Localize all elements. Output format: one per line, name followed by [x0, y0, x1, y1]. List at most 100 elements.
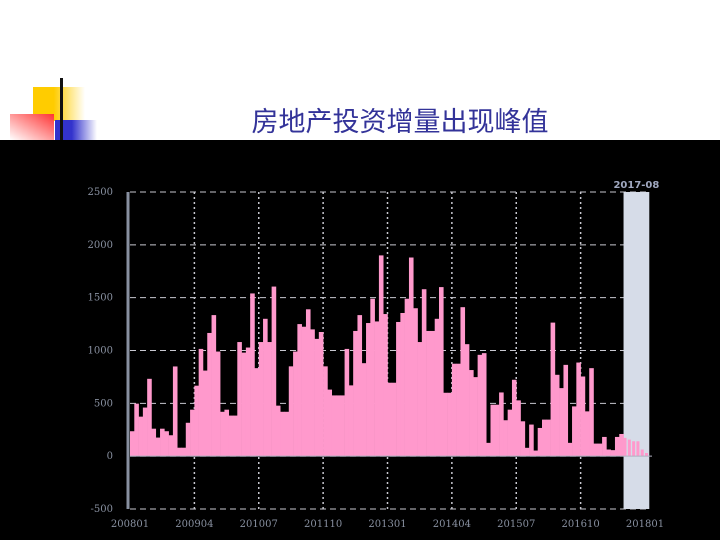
bar — [391, 382, 397, 457]
bar — [584, 411, 590, 457]
bar — [546, 419, 551, 457]
bar — [134, 403, 139, 457]
bar — [258, 342, 264, 457]
bar — [623, 437, 627, 457]
bar — [263, 318, 268, 457]
bar — [464, 344, 470, 457]
bar — [151, 428, 157, 457]
bar — [417, 342, 423, 457]
bar — [366, 323, 371, 457]
bar — [202, 370, 208, 457]
bar — [610, 450, 616, 457]
bar — [481, 353, 487, 457]
bar — [421, 289, 427, 457]
bar — [181, 447, 187, 457]
bar — [387, 382, 393, 457]
bar — [490, 404, 496, 457]
bar — [353, 330, 358, 457]
y-tick-label: 2500 — [88, 187, 113, 198]
bar — [413, 308, 418, 457]
bar — [361, 363, 367, 457]
decor-red-square — [10, 114, 54, 140]
bar — [597, 443, 603, 457]
y-tick-label: 0 — [107, 451, 113, 462]
bar — [524, 447, 530, 457]
bar — [451, 363, 457, 457]
bar — [447, 392, 453, 457]
bar — [443, 392, 448, 457]
bar — [567, 442, 573, 457]
bar — [426, 330, 431, 457]
bar — [627, 439, 631, 457]
bar — [499, 392, 504, 457]
bar — [537, 427, 543, 457]
bar — [305, 309, 311, 457]
x-tick-label: 201507 — [497, 519, 535, 530]
decor-blue-square — [55, 120, 97, 140]
decor-vertical-line — [60, 78, 63, 140]
bar — [378, 255, 384, 457]
bar — [430, 330, 436, 457]
bar — [237, 342, 242, 457]
highlight-band — [623, 192, 650, 509]
bar — [602, 436, 607, 457]
bar — [550, 322, 556, 457]
bar — [301, 326, 307, 457]
y-tick-label: 2000 — [88, 240, 113, 251]
y-tick-label: 1000 — [88, 346, 113, 357]
bar — [645, 452, 649, 457]
bar — [318, 332, 324, 457]
bar — [374, 321, 380, 457]
bar — [297, 324, 302, 457]
bar — [233, 415, 238, 457]
bar — [456, 363, 461, 457]
bar — [198, 348, 204, 457]
bar — [383, 314, 388, 457]
bar — [275, 405, 281, 457]
bar — [254, 368, 260, 457]
bar — [160, 428, 165, 457]
bar — [172, 366, 178, 457]
bar — [228, 415, 234, 457]
y-tick-label: -500 — [91, 504, 113, 515]
bar — [348, 385, 354, 457]
bar — [460, 307, 466, 457]
bar — [155, 437, 161, 457]
bar — [340, 395, 345, 457]
bar — [516, 400, 521, 457]
bar — [314, 338, 320, 457]
bar — [293, 351, 298, 457]
bar — [619, 433, 624, 457]
x-tick-label: 200801 — [111, 519, 149, 530]
bar — [477, 354, 483, 457]
slide-title: 房地产投资增量出现峰值 — [251, 107, 549, 138]
y-tick-label: 1500 — [88, 293, 113, 304]
bar — [614, 436, 620, 457]
bar — [533, 450, 539, 457]
bar — [130, 431, 135, 457]
x-tick-label: 201301 — [368, 519, 406, 530]
bar — [589, 368, 594, 457]
x-tick-label: 200904 — [175, 519, 213, 530]
bar — [507, 409, 513, 457]
x-tick-label: 201007 — [240, 519, 278, 530]
bar — [503, 420, 508, 457]
bar — [370, 298, 375, 457]
y-tick-label: 500 — [94, 398, 113, 409]
bar — [245, 347, 251, 457]
bar — [215, 351, 221, 457]
bar — [408, 257, 414, 457]
bar — [404, 298, 410, 457]
bar — [396, 321, 401, 457]
bar — [207, 332, 212, 457]
bar — [241, 352, 247, 457]
bar — [576, 362, 581, 457]
bar — [606, 449, 611, 457]
bar — [563, 364, 569, 457]
bar — [640, 449, 644, 457]
x-tick-label: 201404 — [433, 519, 471, 530]
bar — [271, 286, 277, 457]
bar — [190, 409, 195, 457]
bar — [284, 411, 290, 457]
